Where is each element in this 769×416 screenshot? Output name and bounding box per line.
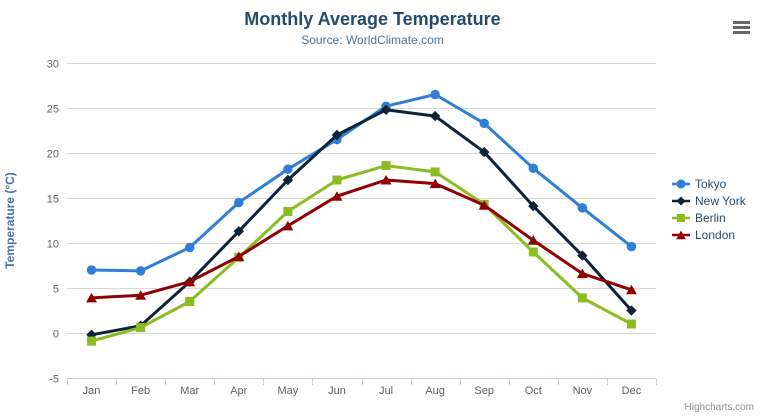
svg-text:Nov: Nov xyxy=(573,385,593,397)
svg-text:Sep: Sep xyxy=(474,385,494,397)
svg-text:0: 0 xyxy=(53,329,59,341)
svg-text:-5: -5 xyxy=(49,374,59,386)
legend-item-tokyo[interactable]: Tokyo xyxy=(672,175,746,192)
svg-text:Jul: Jul xyxy=(379,385,393,397)
hamburger-icon xyxy=(733,21,750,24)
legend-label: Tokyo xyxy=(695,176,727,191)
legend-item-berlin[interactable]: Berlin xyxy=(672,209,746,226)
svg-text:5: 5 xyxy=(53,284,59,296)
chart-title: Monthly Average Temperature xyxy=(244,9,501,29)
hamburger-icon xyxy=(733,31,750,34)
legend-marker-icon xyxy=(672,213,690,222)
svg-text:Oct: Oct xyxy=(525,385,542,397)
svg-text:May: May xyxy=(277,385,298,397)
svg-text:10: 10 xyxy=(47,239,59,251)
legend-item-london[interactable]: London xyxy=(672,226,746,243)
svg-text:Aug: Aug xyxy=(425,385,445,397)
legend-label: Berlin xyxy=(695,210,726,225)
credits-link[interactable]: Highcharts.com xyxy=(684,402,754,413)
legend-label: London xyxy=(695,227,736,242)
legend-item-new-york[interactable]: New York xyxy=(672,192,746,209)
svg-text:Apr: Apr xyxy=(230,385,247,397)
legend-label: New York xyxy=(695,193,746,208)
svg-text:Mar: Mar xyxy=(180,385,199,397)
legend-marker-icon xyxy=(672,179,690,188)
svg-text:Feb: Feb xyxy=(131,385,150,397)
svg-text:Jun: Jun xyxy=(328,385,346,397)
export-menu-button[interactable] xyxy=(733,21,750,36)
chart-subtitle: Source: WorldClimate.com xyxy=(301,33,444,47)
hamburger-icon xyxy=(733,26,750,29)
svg-text:25: 25 xyxy=(47,104,59,116)
svg-text:Temperature (°C): Temperature (°C) xyxy=(3,172,17,269)
svg-text:Jan: Jan xyxy=(83,385,101,397)
svg-text:Dec: Dec xyxy=(622,385,642,397)
legend-marker-icon xyxy=(672,230,690,239)
legend: Tokyo New York Berlin London xyxy=(672,175,746,243)
svg-text:15: 15 xyxy=(47,194,59,206)
svg-text:20: 20 xyxy=(47,149,59,161)
legend-marker-icon xyxy=(672,196,690,205)
svg-text:30: 30 xyxy=(47,59,59,71)
